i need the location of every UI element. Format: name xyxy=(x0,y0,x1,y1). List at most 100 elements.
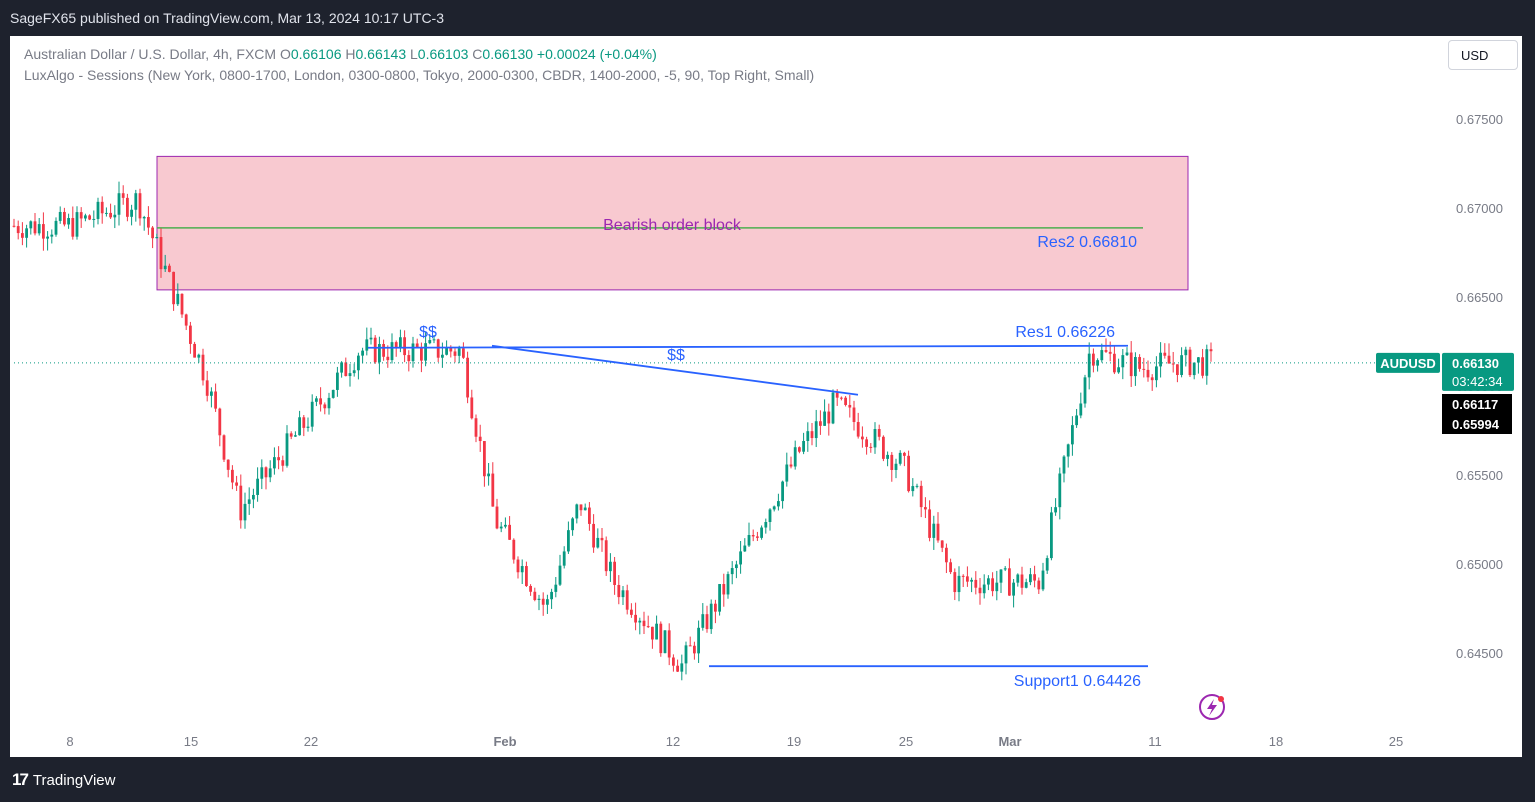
candle-body xyxy=(1117,367,1120,373)
candle-body xyxy=(361,350,364,356)
candle-body xyxy=(861,436,864,440)
candle-body xyxy=(882,436,885,459)
res2-label: Res2 0.66810 xyxy=(1037,234,1137,251)
candle-body xyxy=(924,507,927,510)
candle-body xyxy=(802,440,805,452)
liquidity-trendline[interactable] xyxy=(491,344,859,396)
candle-body xyxy=(63,211,66,225)
candle-body xyxy=(1171,363,1175,365)
candle-body xyxy=(575,504,579,519)
candle-body xyxy=(449,347,453,352)
candle-body xyxy=(411,343,415,362)
candle-body xyxy=(424,343,427,361)
res1-label: Res1 0.66226 xyxy=(1015,324,1115,341)
candle-body xyxy=(394,342,398,348)
candle-body xyxy=(369,337,373,340)
candle-body xyxy=(777,501,780,507)
candle-body xyxy=(579,504,583,511)
lightning-icon[interactable] xyxy=(1199,694,1225,720)
candle-body xyxy=(142,217,146,219)
candle-body xyxy=(646,626,650,628)
candle-body xyxy=(189,325,192,344)
candle-body xyxy=(260,467,264,479)
currency-button[interactable]: USD xyxy=(1448,40,1518,70)
price-label: 0.66117 xyxy=(1452,397,1498,412)
candle-body xyxy=(957,575,961,593)
candle-body xyxy=(1020,574,1024,588)
candle-body xyxy=(92,218,96,220)
candle-body xyxy=(382,344,385,357)
candle-body xyxy=(415,343,419,348)
candle-body xyxy=(46,236,49,239)
candle-body xyxy=(113,214,117,218)
symbol-legend: Australian Dollar / U.S. Dollar, 4h, FXC… xyxy=(24,46,657,62)
candle-body xyxy=(672,657,675,666)
candle-body xyxy=(810,431,814,439)
candle-body xyxy=(197,354,201,358)
res1-line[interactable] xyxy=(367,344,1129,349)
bar-countdown: 03:42:34 xyxy=(1452,374,1503,389)
open-value: 0.66106 xyxy=(290,46,342,62)
candle-body xyxy=(852,407,856,423)
candle-body xyxy=(478,436,482,442)
candle-body xyxy=(348,373,352,377)
candle-body xyxy=(991,578,994,592)
time-tick-label: 18 xyxy=(1269,734,1283,749)
candle-body xyxy=(919,485,923,508)
time-tick-label: Feb xyxy=(493,734,516,749)
candle-body xyxy=(121,193,125,198)
candle-body xyxy=(289,433,293,437)
candle-body xyxy=(428,340,432,344)
candle-body xyxy=(869,446,873,448)
change-value: +0.00024 (+0.04%) xyxy=(536,46,657,62)
close-value: 0.66130 xyxy=(482,46,534,62)
candle-body xyxy=(961,575,965,577)
bearish-order-block-zone[interactable] xyxy=(156,155,1189,291)
candle-body xyxy=(1003,568,1007,570)
candle-body xyxy=(735,564,738,569)
candle-body xyxy=(1079,403,1083,416)
candle-body xyxy=(743,545,747,552)
candle-body xyxy=(243,503,247,521)
tradingview-logo[interactable]: 17 TradingView xyxy=(12,770,115,790)
indicator-legend[interactable]: LuxAlgo - Sessions (New York, 0800-1700,… xyxy=(24,67,815,83)
candle-body xyxy=(126,197,129,217)
candle-body xyxy=(88,215,91,220)
candle-body xyxy=(756,536,759,538)
candle-body xyxy=(932,523,936,538)
candle-body xyxy=(214,391,217,409)
candle-body xyxy=(709,603,713,630)
candle-body xyxy=(856,422,860,437)
candle-body xyxy=(907,455,910,492)
candle-body xyxy=(58,211,62,221)
candle-body xyxy=(403,337,406,356)
candle-body xyxy=(609,561,612,572)
price-tags: AUDUSD 0.66130 03:42:34 0.66117 0.65994 xyxy=(1376,352,1514,434)
candle-body xyxy=(634,614,637,623)
candle-body xyxy=(1037,580,1041,590)
candle-body xyxy=(617,584,621,598)
candle-body xyxy=(205,380,209,396)
candle-body xyxy=(25,228,28,238)
candle-body xyxy=(117,193,121,215)
candle-body xyxy=(226,459,230,470)
candle-body xyxy=(474,418,478,437)
candle-body xyxy=(814,421,818,439)
candle-body xyxy=(1176,364,1179,375)
candle-body xyxy=(1159,352,1162,367)
candle-body xyxy=(1129,352,1133,377)
candle-body xyxy=(168,265,171,272)
open-label: O xyxy=(279,46,291,62)
candle-body xyxy=(1066,444,1070,457)
candle-body xyxy=(1054,507,1057,513)
candle-body xyxy=(894,463,898,470)
candle-body xyxy=(12,225,16,227)
price-tick-label: 0.65500 xyxy=(1456,468,1503,483)
candle-body xyxy=(1201,357,1204,376)
candle-body xyxy=(1008,568,1011,596)
symbol-tag-bg xyxy=(1376,352,1440,373)
high-value: 0.66143 xyxy=(355,46,407,62)
candle-body xyxy=(886,454,889,459)
time-tick-label: 25 xyxy=(1389,734,1403,749)
